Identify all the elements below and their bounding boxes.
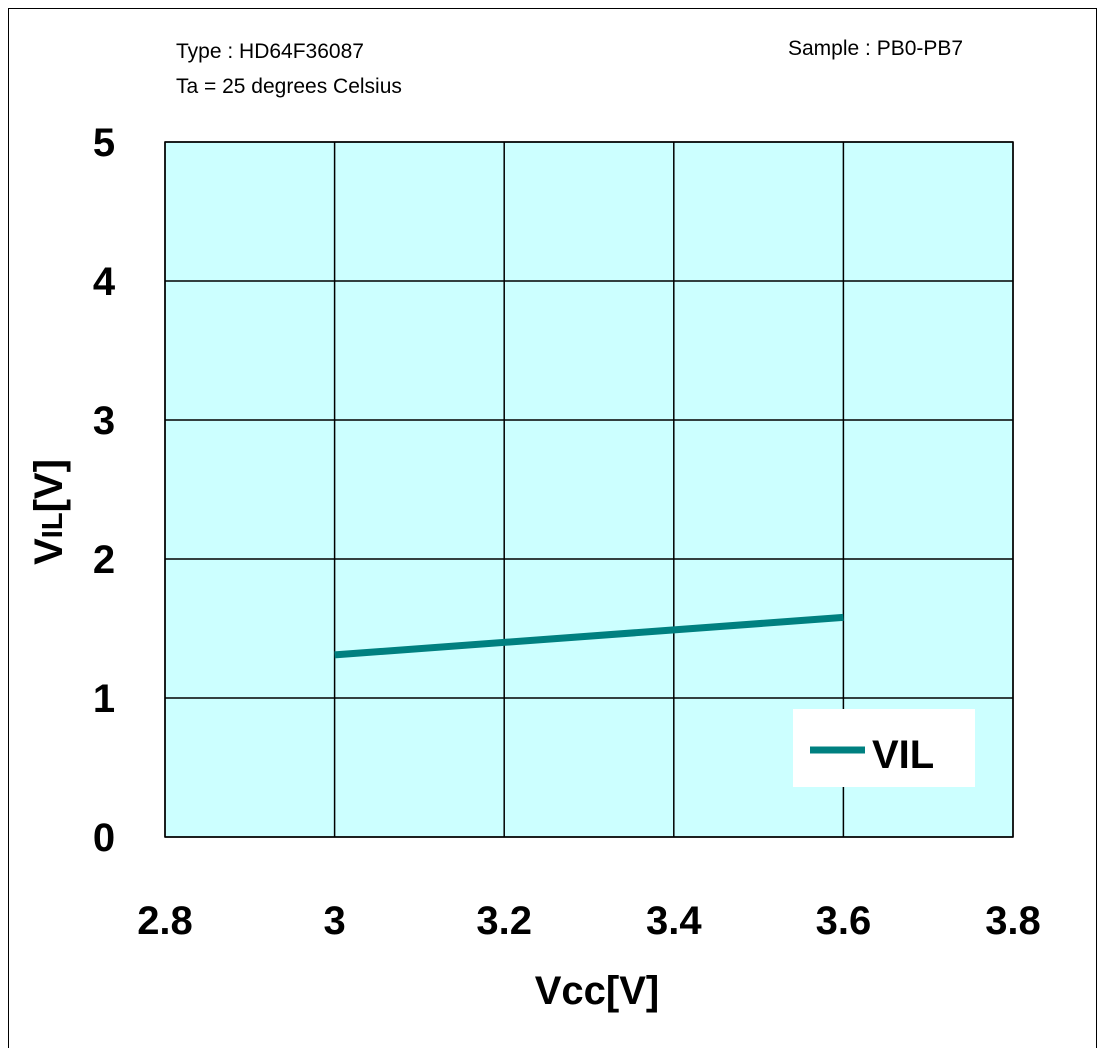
temperature-annotation: Ta = 25 degrees Celsius	[176, 75, 402, 98]
y-tick-label-4: 4	[93, 260, 116, 304]
x-tick-label-4: 3.6	[816, 899, 872, 943]
y-axis-label-sub: IL	[37, 512, 69, 538]
y-axis-label-main: V	[27, 538, 71, 565]
type-annotation: Type : HD64F36087	[176, 40, 364, 63]
legend: VIL	[793, 709, 975, 787]
tick-labels: 2.8 3 3.2 3.4 3.6 3.8 0 1 2 3 4 5	[93, 121, 1041, 943]
y-tick-label-1: 1	[93, 677, 115, 721]
x-tick-label-3: 3.4	[646, 899, 702, 943]
legend-label-vil: VIL	[872, 733, 934, 777]
figure-frame	[8, 8, 1097, 1048]
x-tick-label-5: 3.8	[985, 899, 1041, 943]
x-axis-label: Vcc[V]	[535, 969, 660, 1013]
y-tick-label-3: 3	[93, 399, 115, 443]
y-axis-label: VIL[V]	[27, 459, 71, 565]
series-lines	[334, 613, 844, 659]
y-axis-label-suffix: [V]	[27, 459, 71, 512]
sample-annotation: Sample : PB0-PB7	[788, 37, 964, 60]
x-tick-label-2: 3.2	[476, 899, 532, 943]
x-tick-label-0: 2.8	[137, 899, 193, 943]
y-tick-label-0: 0	[93, 816, 115, 860]
y-tick-label-2: 2	[93, 538, 115, 582]
grid-lines	[164, 141, 1014, 838]
series-line-vil	[334, 613, 844, 659]
y-tick-label-5: 5	[93, 121, 115, 165]
x-tick-label-1: 3	[323, 899, 345, 943]
